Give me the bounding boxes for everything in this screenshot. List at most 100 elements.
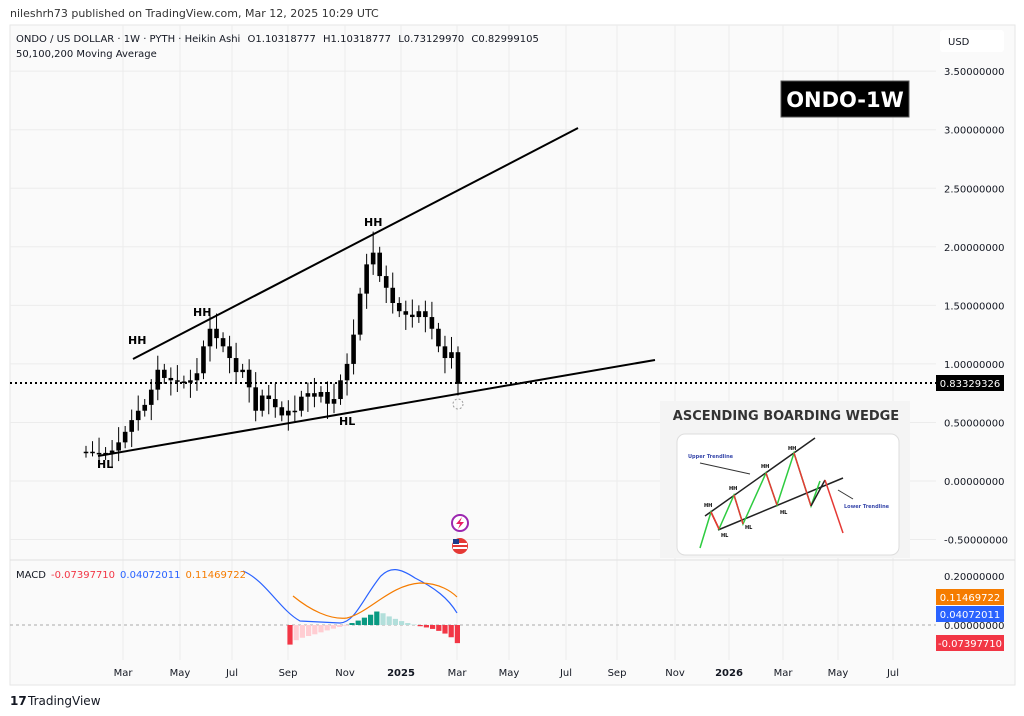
- inset-hl: HL: [721, 533, 729, 539]
- tv-logo-icon: 17: [10, 694, 27, 708]
- candle: [396, 297, 402, 318]
- time-axis-label: May: [499, 668, 520, 679]
- candle: [83, 445, 89, 458]
- candle: [259, 389, 265, 417]
- candle: [351, 319, 356, 375]
- price-axis-label: 1.00000000: [944, 360, 1004, 371]
- hh-label-3: HH: [364, 216, 382, 229]
- candle: [442, 335, 448, 374]
- macd-histogram-bar: [368, 614, 374, 625]
- macd-histogram-bar: [324, 625, 330, 631]
- candle: [233, 342, 239, 383]
- indicator-label[interactable]: 50,100,200 Moving Average: [16, 49, 157, 60]
- time-axis[interactable]: Mar May Jul Sep Nov 2025 Mar May Jul Sep Nov 2026 Ma…: [114, 668, 899, 679]
- candle: [253, 372, 258, 422]
- candle: [279, 401, 285, 422]
- hist-tag: [936, 635, 1004, 651]
- price-axis-label: 2.00000000: [944, 243, 1004, 254]
- candle: [370, 231, 376, 275]
- price-axis-label: 3.00000000: [944, 126, 1004, 137]
- candle: [338, 374, 343, 405]
- macd-histogram-bar: [343, 625, 349, 626]
- candle: [449, 336, 454, 369]
- inset-hh: HH: [788, 446, 796, 452]
- signal-tag: [936, 589, 1004, 605]
- cursor-marker: [452, 398, 464, 410]
- macd-histogram-bar: [299, 625, 305, 638]
- price-axis-label: 1.50000000: [944, 301, 1004, 312]
- candle: [423, 300, 428, 333]
- candle: [220, 332, 226, 353]
- candle: [142, 399, 148, 417]
- macd-histogram-bar: [330, 625, 336, 629]
- tradingview-logo[interactable]: 17 TradingView: [10, 694, 101, 708]
- tv-brand: TradingView: [27, 694, 101, 708]
- macd-histogram-bar: [392, 618, 398, 625]
- candle: [305, 382, 311, 412]
- macd-histogram-bar: [361, 617, 367, 625]
- time-axis-label: Mar: [448, 668, 468, 679]
- time-axis-label: Jul: [559, 668, 572, 679]
- time-axis-label: 2025: [387, 668, 415, 679]
- candle: [410, 299, 415, 328]
- inset-hh: HH: [761, 464, 769, 470]
- price-axis-label: 0.50000000: [944, 418, 1004, 429]
- inset-hl: HL: [745, 525, 753, 531]
- chart-frame: [9, 24, 1016, 686]
- candle: [207, 314, 213, 362]
- lightning-icon[interactable]: [451, 514, 469, 532]
- hl-label-1: HL: [97, 458, 113, 471]
- macd-histogram-bar: [448, 625, 454, 638]
- inset-illustration: ASCENDING BOARDING WEDGE Upper Trendline…: [660, 401, 910, 558]
- macd-histogram-bar: [386, 616, 392, 625]
- candle: [272, 383, 278, 418]
- candle: [240, 363, 245, 378]
- macd-tag-text: 0.04072011: [940, 610, 1000, 621]
- published-text: nileshrh73 published on TradingView.com,…: [10, 7, 379, 20]
- candle: [436, 322, 441, 353]
- candle: [390, 272, 396, 314]
- time-axis-label: Mar: [114, 668, 134, 679]
- candle: [175, 365, 180, 393]
- upper-trendline[interactable]: [132, 127, 579, 360]
- price-axis-label: 2.50000000: [944, 184, 1004, 195]
- candle: [162, 363, 167, 384]
- inset-title: ASCENDING BOARDING WEDGE: [673, 409, 899, 424]
- candle: [344, 353, 350, 396]
- candle: [403, 300, 409, 330]
- lower-trendline[interactable]: [97, 359, 656, 457]
- time-axis-label: Nov: [335, 668, 355, 679]
- price-axis-label: 3.50000000: [944, 67, 1004, 78]
- candle: [312, 377, 317, 408]
- macd-histogram-bar: [423, 625, 429, 628]
- macd-legend[interactable]: MACD -0.07397710 0.04072011 0.11469722: [16, 570, 246, 581]
- time-axis-label: Sep: [608, 668, 627, 679]
- candle: [429, 301, 435, 340]
- hist-tag-text: -0.07397710: [938, 639, 1002, 650]
- signal-line: [292, 582, 458, 619]
- candle: [227, 335, 232, 374]
- flag-icon[interactable]: [452, 538, 468, 554]
- currency-label: USD: [948, 37, 970, 48]
- candle: [331, 383, 337, 414]
- candle: [148, 379, 154, 421]
- inset-lower-label: Lower Trendline: [844, 504, 890, 510]
- currency-button[interactable]: [940, 30, 1004, 52]
- candle: [299, 390, 304, 417]
- time-axis-label: Sep: [279, 668, 298, 679]
- symbol-badge: [780, 80, 910, 118]
- time-axis-label: Mar: [774, 668, 794, 679]
- macd-histogram-bar: [355, 620, 361, 625]
- macd-axis-label: 0.00000000: [944, 621, 1004, 632]
- macd-axis-label: 0.20000000: [944, 572, 1004, 583]
- candle: [286, 400, 291, 431]
- price-axis-label: -0.50000000: [944, 536, 1008, 547]
- candles: [83, 231, 461, 469]
- macd-tag: [936, 606, 1004, 622]
- inset-hl: HL: [780, 510, 788, 516]
- price-axis[interactable]: 3.50000000 3.00000000 2.50000000 2.00000000…: [944, 67, 1008, 546]
- macd-pane: [242, 569, 460, 645]
- candle: [383, 265, 389, 304]
- signal-tag-text: 0.11469722: [940, 593, 1000, 604]
